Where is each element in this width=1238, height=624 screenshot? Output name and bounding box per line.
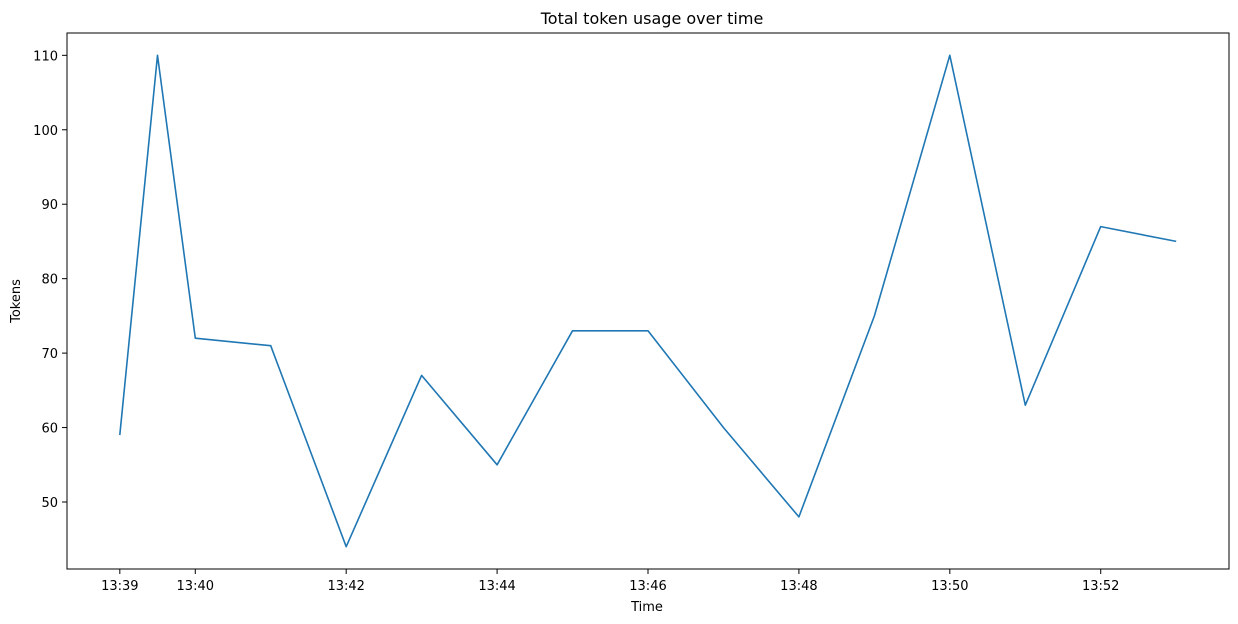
y-tick-label: 70 bbox=[41, 347, 58, 362]
y-tick-label: 100 bbox=[33, 124, 58, 139]
plot-frame bbox=[66, 32, 1230, 570]
y-tick-label: 110 bbox=[33, 49, 58, 64]
x-tick-label: 13:42 bbox=[327, 579, 364, 594]
y-tick-label: 80 bbox=[41, 273, 58, 288]
x-axis-label: Time bbox=[630, 600, 663, 615]
y-tick-label: 50 bbox=[41, 496, 58, 511]
y-tick-label: 90 bbox=[41, 198, 58, 213]
x-tick-label: 13:48 bbox=[780, 579, 817, 594]
x-tick-label: 13:40 bbox=[177, 579, 214, 594]
y-axis: 50 60 70 80 90 100 110 bbox=[33, 49, 67, 511]
y-tick-label: 60 bbox=[41, 422, 58, 437]
x-tick-label: 13:52 bbox=[1082, 579, 1119, 594]
series-line bbox=[119, 54, 1177, 548]
x-tick-label: 13:46 bbox=[629, 579, 666, 594]
x-tick-label: 13:50 bbox=[931, 579, 968, 594]
chart-title: Total token usage over time bbox=[540, 9, 764, 28]
x-tick-label: 13:44 bbox=[478, 579, 515, 594]
y-axis-label: Tokens bbox=[9, 279, 24, 324]
series-layer bbox=[119, 54, 1177, 548]
x-axis: 13:39 13:40 13:42 13:44 13:46 13:48 13:50 13:52 bbox=[101, 569, 1119, 594]
plot-area bbox=[66, 32, 1230, 570]
x-tick-label: 13:39 bbox=[101, 579, 138, 594]
